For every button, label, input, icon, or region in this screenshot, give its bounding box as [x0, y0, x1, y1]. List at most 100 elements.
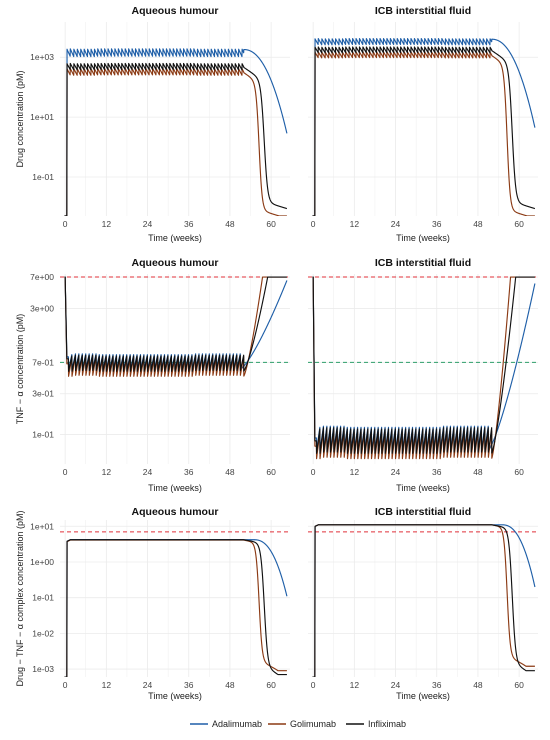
x-tick-label: 12 [350, 219, 360, 229]
series-line-adalimumab [64, 539, 288, 677]
x-tick-label: 24 [391, 680, 401, 690]
y-tick-label: 1e-01 [32, 172, 54, 182]
legend-entry-infliximab: Infliximab [346, 719, 406, 729]
x-tick-label: 12 [102, 467, 112, 477]
x-axis-label: Time (weeks) [148, 691, 202, 701]
x-tick-label: 60 [266, 219, 276, 229]
panel-title: Aqueous humour [132, 257, 219, 269]
plot-area [64, 48, 288, 216]
x-axis-label: Time (weeks) [148, 233, 202, 243]
y-tick-label: 1e+03 [30, 52, 54, 62]
y-tick-label: 7e-01 [32, 357, 54, 367]
series-line-infliximab [64, 539, 288, 677]
y-tick-label: 3e-01 [32, 389, 54, 399]
series-line-golimumab [312, 524, 536, 677]
x-tick-label: 60 [514, 680, 524, 690]
legend-label: Adalimumab [212, 719, 262, 729]
panel-title: ICB interstitial fluid [375, 257, 471, 269]
y-axis-label: Drug concentration (pM) [15, 70, 25, 167]
x-tick-label: 24 [143, 680, 153, 690]
x-tick-label: 24 [143, 467, 153, 477]
series-line-adalimumab [312, 37, 536, 216]
series-line-infliximab [64, 276, 288, 372]
y-tick-label: 3e+00 [30, 303, 54, 313]
series-line-golimumab [312, 276, 536, 460]
x-tick-label: 12 [350, 467, 360, 477]
plot-area [308, 276, 538, 460]
y-tick-label: 1e-02 [32, 628, 54, 638]
x-tick-label: 24 [143, 219, 153, 229]
series-line-infliximab [312, 276, 536, 454]
x-tick-label: 60 [514, 467, 524, 477]
x-axis-label: Time (weeks) [148, 483, 202, 493]
y-tick-label: 1e-01 [32, 429, 54, 439]
plot-area [60, 531, 290, 677]
series-line-golimumab [64, 539, 288, 677]
chart-panel-3: Aqueous humour 7e+00 3e+00 7e-01 3e-01 1e-01 0… [15, 257, 290, 493]
gridlines [308, 520, 538, 677]
chart-panel-6: ICB interstitial fluid 0 12 24 36 48 60 Time (w… [308, 506, 538, 701]
y-axis-label: TNF − α concentration (pM) [15, 314, 25, 425]
x-tick-label: 36 [184, 680, 194, 690]
gridlines [60, 22, 290, 216]
gridlines [60, 520, 290, 677]
x-tick-label: 48 [225, 467, 235, 477]
series-line-golimumab [312, 51, 536, 216]
chart-panel-5: Aqueous humour 1e+01 1e+00 1e-01 1e-02 1e-03 0… [15, 506, 290, 701]
x-tick-label: 0 [63, 680, 68, 690]
x-tick-label: 0 [311, 467, 316, 477]
x-tick-label: 0 [63, 219, 68, 229]
legend: Adalimumab Golimumab Infliximab [190, 719, 406, 729]
series-line-infliximab [312, 524, 536, 677]
x-tick-label: 12 [102, 680, 112, 690]
series-line-golimumab [64, 67, 288, 216]
series-line-adalimumab [312, 276, 536, 451]
y-tick-label: 1e-01 [32, 593, 54, 603]
x-tick-label: 60 [514, 219, 524, 229]
x-tick-label: 0 [311, 219, 316, 229]
panel-title: Aqueous humour [132, 506, 219, 518]
x-axis-label: Time (weeks) [396, 233, 450, 243]
x-tick-label: 48 [473, 680, 483, 690]
x-tick-label: 24 [391, 467, 401, 477]
panel-title: ICB interstitial fluid [375, 506, 471, 518]
series-line-infliximab [312, 46, 536, 216]
series-line-infliximab [64, 62, 288, 216]
x-tick-label: 48 [225, 219, 235, 229]
x-tick-label: 48 [473, 219, 483, 229]
x-tick-label: 36 [184, 219, 194, 229]
chart-panel-1: Aqueous humour 1e+03 1e+01 1e-01 0 12 24 36 48 60… [15, 5, 290, 243]
x-tick-label: 48 [225, 680, 235, 690]
panel-title: ICB interstitial fluid [375, 5, 471, 17]
legend-entry-golimumab: Golimumab [268, 719, 336, 729]
y-tick-label: 1e+01 [30, 521, 54, 531]
x-tick-label: 48 [473, 467, 483, 477]
plot-area [60, 276, 290, 377]
x-tick-label: 0 [311, 680, 316, 690]
x-tick-label: 24 [391, 219, 401, 229]
x-tick-label: 60 [266, 467, 276, 477]
x-tick-label: 36 [432, 219, 442, 229]
chart-panel-2: ICB interstitial fluid 0 12 24 36 48 60 Time (w… [308, 5, 538, 243]
x-tick-label: 12 [102, 219, 112, 229]
legend-label: Infliximab [368, 719, 406, 729]
x-tick-label: 36 [184, 467, 194, 477]
plot-area [308, 524, 538, 677]
x-tick-label: 12 [350, 680, 360, 690]
x-tick-label: 36 [432, 680, 442, 690]
series-line-adalimumab [64, 276, 288, 370]
panel-title: Aqueous humour [132, 5, 219, 17]
legend-entry-adalimumab: Adalimumab [190, 719, 262, 729]
legend-label: Golimumab [290, 719, 336, 729]
series-line-adalimumab [312, 524, 536, 677]
y-tick-label: 1e-03 [32, 664, 54, 674]
chart-panels: Aqueous humour 1e+03 1e+01 1e-01 0 12 24 36 48 60… [15, 5, 538, 701]
y-tick-label: 1e+00 [30, 557, 54, 567]
x-tick-label: 36 [432, 467, 442, 477]
series-line-adalimumab [64, 48, 288, 216]
x-axis-label: Time (weeks) [396, 691, 450, 701]
x-axis-label: Time (weeks) [396, 483, 450, 493]
y-axis-label: Drug − TNF − α complex concentration (pM… [15, 510, 25, 686]
chart-panel-4: ICB interstitial fluid 0 12 24 36 48 60 Time (w… [308, 257, 538, 493]
